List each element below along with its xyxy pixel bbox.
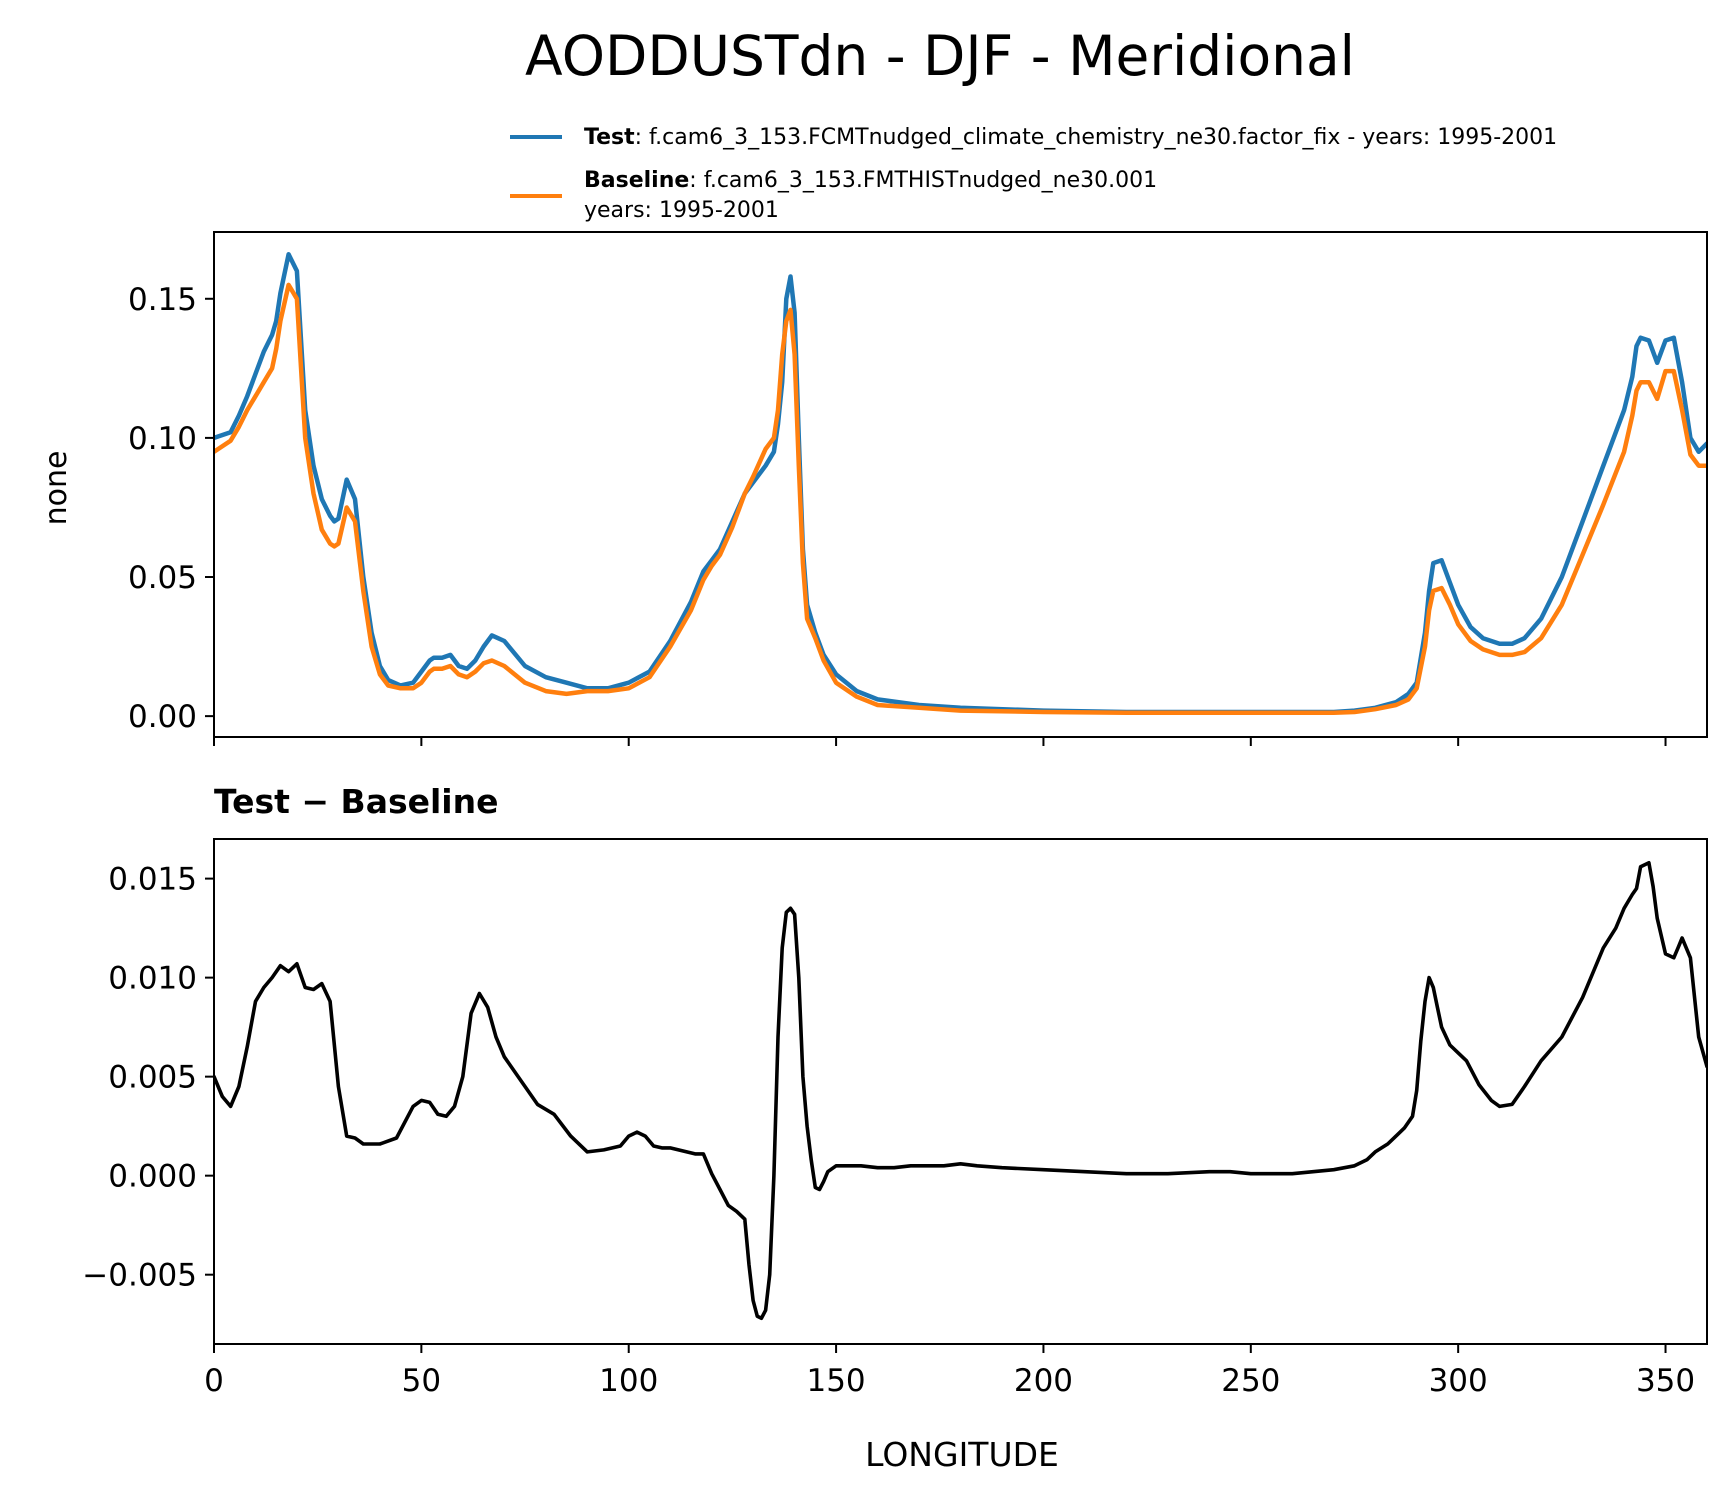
- bottom-xtick-label: 350: [1636, 1363, 1695, 1399]
- legend-test-label: Test: f.cam6_3_153.FCMTnudged_climate_ch…: [584, 125, 1557, 150]
- bottom-xtick-label: 100: [599, 1363, 658, 1399]
- bottom-ytick-label: 0.010: [108, 961, 197, 997]
- bottom-ytick-label: 0.015: [108, 862, 197, 898]
- legend-baseline-label: Baseline: f.cam6_3_153.FMTHISTnudged_ne3…: [584, 168, 1157, 193]
- bottom-panel: −0.005 0.000 0.005 0.010 0.015 0 50 100 150 200 25…: [82, 838, 1708, 1399]
- top-ytick-label: 0.00: [128, 699, 197, 735]
- bottom-panel-title: Test − Baseline: [214, 782, 499, 821]
- bottom-xlabel: LONGITUDE: [865, 1435, 1059, 1474]
- bottom-xtick-label: 250: [1221, 1363, 1280, 1399]
- top-panel: 0.00 0.05 0.10 0.15: [128, 231, 1708, 746]
- bottom-axes-frame: [213, 838, 1708, 1345]
- bottom-xtick-label: 200: [1014, 1363, 1073, 1399]
- bottom-xtick-label: 50: [402, 1363, 441, 1399]
- legend-baseline-bold: Baseline: [584, 168, 689, 193]
- top-ylabel: none: [39, 451, 74, 526]
- bottom-ytick-label: −0.005: [82, 1258, 197, 1294]
- legend-baseline-years: years: 1995-2001: [584, 198, 779, 223]
- legend-test-text: : f.cam6_3_153.FCMTnudged_climate_chemis…: [635, 125, 1558, 150]
- legend-test-bold: Test: [584, 125, 635, 150]
- bottom-xtick-label: 300: [1429, 1363, 1488, 1399]
- top-ytick-label: 0.10: [128, 421, 197, 457]
- top-axes-frame: [213, 231, 1708, 738]
- bottom-ytick-label: 0.000: [108, 1159, 197, 1195]
- top-series-baseline: [214, 282, 1707, 716]
- bottom-ytick-label: 0.005: [108, 1060, 197, 1096]
- legend: Test: f.cam6_3_153.FCMTnudged_climate_ch…: [510, 125, 1557, 223]
- top-ytick-label: 0.15: [128, 282, 197, 318]
- figure-title: AODDUSTdn - DJF - Meridional: [525, 24, 1355, 88]
- bottom-xtick-label: 0: [204, 1363, 224, 1399]
- bottom-series-test-baseline: [214, 860, 1707, 1321]
- top-ytick-label: 0.05: [128, 560, 197, 596]
- bottom-xtick-label: 150: [806, 1363, 865, 1399]
- legend-baseline-text: : f.cam6_3_153.FMTHISTnudged_ne30.001: [689, 168, 1157, 193]
- top-series-test: [214, 252, 1707, 715]
